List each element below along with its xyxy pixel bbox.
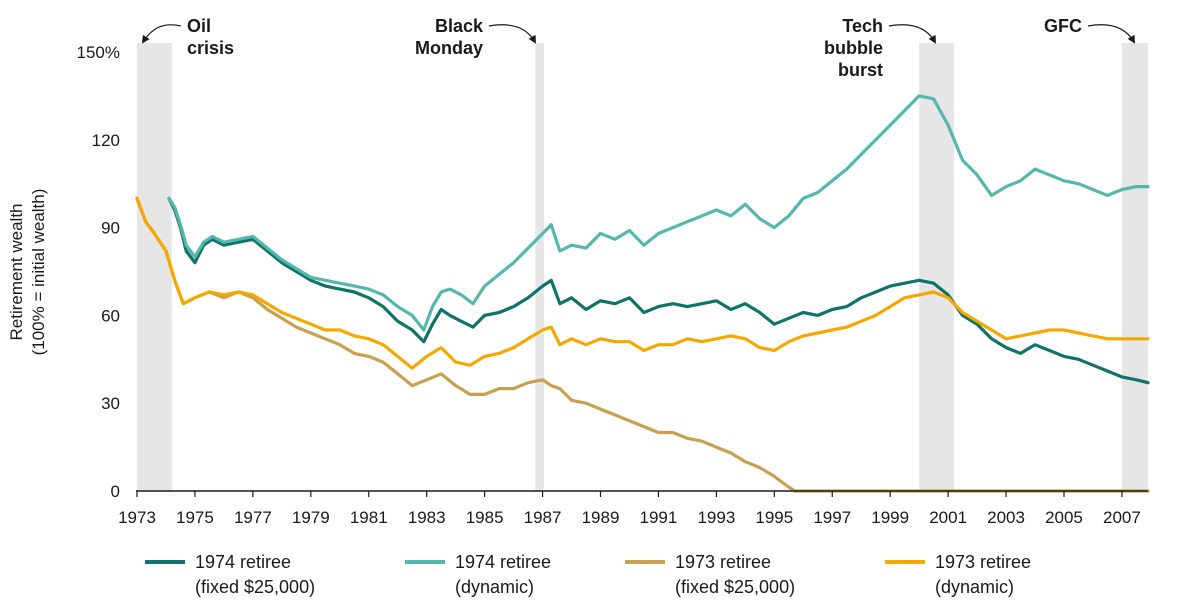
event-band-1: [535, 43, 545, 491]
event-annotation-label: Oil: [187, 16, 211, 36]
x-tick-label: 1983: [408, 508, 446, 527]
y-tick-label: 30: [101, 394, 120, 413]
series-line-3: [135, 196, 1150, 370]
x-tick-label: 2003: [987, 508, 1025, 527]
legend-label: 1974 retiree: [195, 552, 291, 572]
event-annotation-arrow: [888, 24, 936, 44]
x-tick-label: 1985: [466, 508, 504, 527]
x-tick-label: 1995: [755, 508, 793, 527]
x-tick-label: 1981: [350, 508, 388, 527]
x-tick-label: 1979: [292, 508, 330, 527]
x-tick-label: 1975: [176, 508, 214, 527]
legend-label: 1973 retiree: [675, 552, 771, 572]
x-tick-label: 2007: [1103, 508, 1141, 527]
event-annotation-label: Black: [435, 16, 484, 36]
x-tick-label: 2005: [1045, 508, 1083, 527]
series-line-0: [167, 196, 1150, 385]
legend-label: (dynamic): [455, 577, 534, 597]
y-tick-label: 0: [111, 482, 120, 501]
event-annotation-label: burst: [838, 60, 883, 80]
y-tick-label: 60: [101, 306, 120, 325]
x-tick-label: 1973: [118, 508, 156, 527]
x-tick-label: 2001: [929, 508, 967, 527]
legend-label: (fixed $25,000): [675, 577, 795, 597]
y-axis-label-line: (100% = initial wealth): [29, 189, 48, 356]
series-lines: [135, 94, 1150, 493]
event-annotation-arrow: [141, 24, 182, 44]
y-tick-label: 90: [101, 219, 120, 238]
legend-label: 1973 retiree: [935, 552, 1031, 572]
legend: 1974 retiree (fixed $25,000) 1974 retiree (…: [145, 552, 1031, 597]
event-band-0: [137, 43, 172, 491]
x-tick-label: 1977: [234, 508, 272, 527]
x-tick-label: 1987: [524, 508, 562, 527]
axes: 150% 120 90 60 30 0 1973 1975 1977 1979 1981 1983 19…: [77, 43, 1148, 527]
event-annotation-arrow: [488, 24, 536, 44]
event-annotation-label: crisis: [187, 38, 234, 58]
x-tick-label: 1997: [813, 508, 851, 527]
x-tick-label: 1999: [871, 508, 909, 527]
legend-label: (fixed $25,000): [195, 577, 315, 597]
y-tick-label: 150%: [77, 43, 120, 62]
y-axis-label: Retirement wealth (100% = initial wealth): [7, 189, 48, 356]
event-annotation-label: GFC: [1044, 16, 1082, 36]
event-annotation-label: Tech: [842, 16, 883, 36]
x-tick-label: 1993: [697, 508, 735, 527]
legend-label: (dynamic): [935, 577, 1014, 597]
event-annotation-arrow: [1087, 24, 1135, 44]
event-band-2: [919, 43, 954, 491]
legend-label: 1974 retiree: [455, 552, 551, 572]
series-line-1: [167, 94, 1150, 332]
x-tick-label: 1991: [640, 508, 678, 527]
event-annotation-label: Monday: [415, 38, 483, 58]
event-shading-bands: [137, 43, 1148, 491]
y-tick-label: 120: [92, 131, 120, 150]
x-tick-label: 1989: [582, 508, 620, 527]
event-annotation-label: bubble: [824, 38, 883, 58]
event-band-3: [1121, 43, 1148, 491]
y-axis-label-line: Retirement wealth: [7, 203, 26, 340]
